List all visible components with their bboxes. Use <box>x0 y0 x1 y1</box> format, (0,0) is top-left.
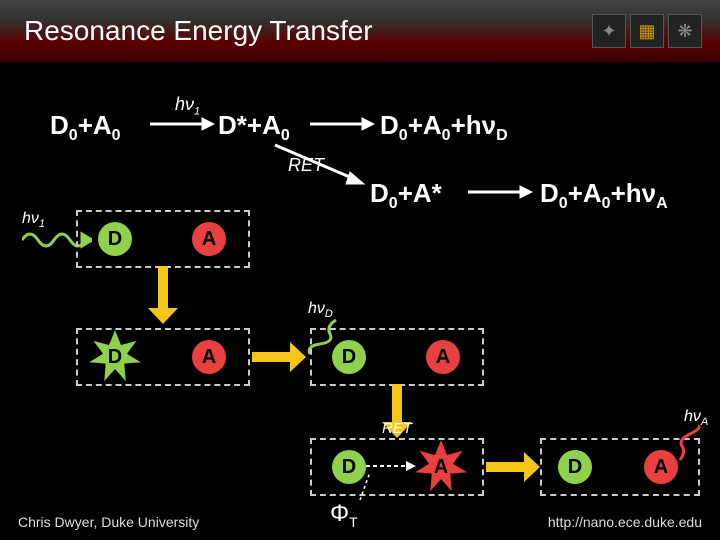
arrow-right-yellow-2 <box>486 452 540 482</box>
eq-d0a0-hva: D0+A0+hνA <box>540 178 668 213</box>
phi-t: ΦT <box>330 500 358 530</box>
arrow-3 <box>468 184 533 200</box>
node-a5: A <box>644 450 678 484</box>
header-icon-2: ▦ <box>630 14 664 48</box>
node-d1: D <box>98 222 132 256</box>
header-icons: ✦ ▦ ❋ <box>592 14 702 48</box>
footer-right: http://nano.ece.duke.edu <box>548 514 702 530</box>
lbl-ret-eq: RET <box>288 155 324 176</box>
node-d5: D <box>558 450 592 484</box>
header-icon-1: ✦ <box>592 14 626 48</box>
slide-header: Resonance Energy Transfer ✦ ▦ ❋ <box>0 0 720 62</box>
eq-d0astar: D0+A* <box>370 178 442 213</box>
eq-d0a0-hvd: D0+A0+hνD <box>380 110 508 145</box>
arrow-2 <box>310 116 375 132</box>
phi-line <box>356 470 376 502</box>
node-a2: A <box>192 340 226 374</box>
lbl-hv1: hν1 <box>175 94 200 118</box>
header-icon-3: ❋ <box>668 14 702 48</box>
wave-hva <box>676 424 716 464</box>
node-a3: A <box>426 340 460 374</box>
node-d3: D <box>332 340 366 374</box>
footer-left: Chris Dwyer, Duke University <box>18 514 199 530</box>
arrow-1 <box>150 116 215 132</box>
node-a1: A <box>192 222 226 256</box>
slide-title: Resonance Energy Transfer <box>24 15 373 47</box>
lbl-ret-box: RET <box>382 420 412 437</box>
arrow-down-yellow-1 <box>148 266 178 326</box>
eq-d0a0: D0+A0 <box>50 110 121 145</box>
